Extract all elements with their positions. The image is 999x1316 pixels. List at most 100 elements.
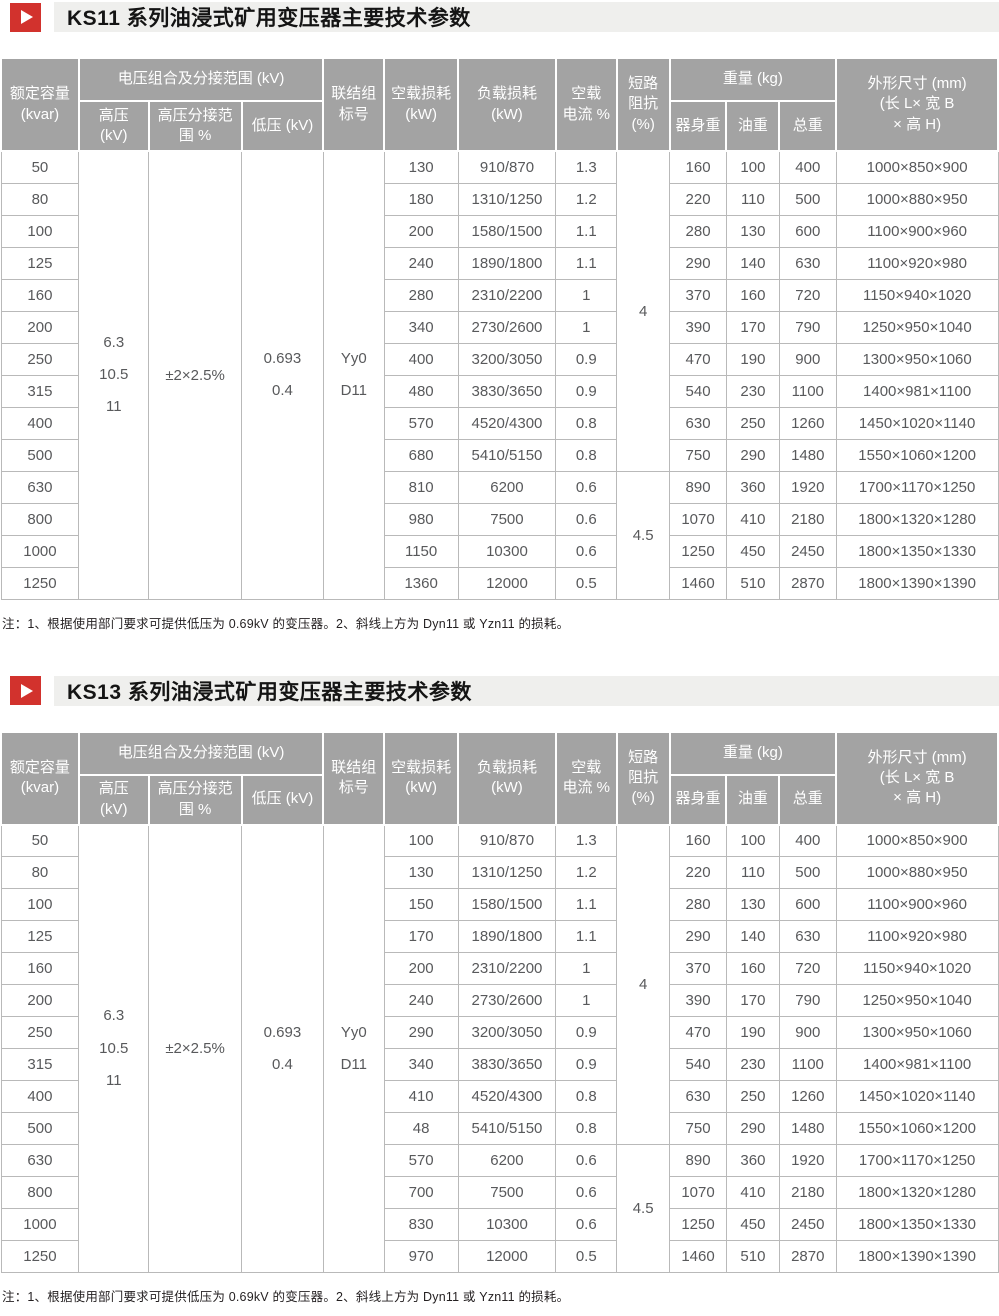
table-row: 100 150 1580/1500 1.1 280 130 600 1100×900×960	[0, 888, 999, 921]
ks13-title-bar: KS13 系列油浸式矿用变压器主要技术参数	[0, 675, 999, 706]
col-total-weight: 总重	[778, 773, 838, 826]
table-row: 800 980 7500 0.6 1070 410 2180 1800×1320×1280	[0, 502, 999, 536]
cell-dimensions: 1150×940×1020	[835, 278, 999, 312]
cell-load-loss: 4520/4300	[457, 406, 557, 440]
cell-no-load-loss: 150	[383, 888, 459, 921]
table-row: 315 480 3830/3650 0.9 540 230 1100 1400×981×110…	[0, 374, 999, 408]
cell-dimensions: 1100×900×960	[835, 214, 999, 248]
col-dimensions: 外形尺寸 (mm) (长 L× 宽 B × 高 H)	[835, 57, 999, 152]
cell-vector-group-merged: Yy0 D11	[322, 150, 385, 600]
cell-oil-weight: 130	[725, 214, 780, 248]
cell-dimensions: 1450×1020×1140	[835, 406, 999, 440]
cell-dimensions: 1100×900×960	[835, 888, 999, 921]
cell-total-weight: 720	[778, 278, 837, 312]
table-row: 1250 1360 12000 0.5 1460 510 2870 1800×1390×139…	[0, 566, 999, 600]
cell-load-loss: 3200/3050	[457, 1016, 557, 1049]
cell-no-load-current: 0.5	[555, 566, 618, 600]
section-title-ks13: KS13 系列油浸式矿用变压器主要技术参数	[67, 680, 472, 704]
ks11-section: KS11 系列油浸式矿用变压器主要技术参数 额定容量 (kvar) 电压组合及分接…	[0, 2, 999, 632]
spec-table: 额定容量 (kvar) 电压组合及分接范围 (kV) 联结组 标号 空载损耗 (kW)…	[0, 730, 999, 1273]
cell-total-weight: 2870	[778, 1240, 837, 1273]
cell-dimensions: 1800×1350×1330	[835, 534, 999, 568]
cell-capacity: 100	[0, 888, 80, 921]
table-row: 630 570 6200 0.6 4.5 890 360 1920 1700×1170×1250	[0, 1144, 999, 1273]
cell-oil-weight: 450	[725, 534, 780, 568]
cell-no-load-current: 1.1	[555, 246, 618, 280]
cell-oil-weight: 140	[725, 246, 780, 280]
cell-load-loss: 10300	[457, 1208, 557, 1241]
cell-capacity: 250	[0, 1016, 80, 1049]
cell-total-weight: 600	[778, 888, 837, 921]
cell-dimensions: 1100×920×980	[835, 920, 999, 953]
cell-no-load-current: 0.6	[555, 470, 618, 504]
cell-capacity: 1000	[0, 534, 80, 568]
col-total-weight: 总重	[778, 100, 838, 152]
cell-no-load-loss: 340	[383, 310, 459, 344]
cell-load-loss: 3830/3650	[457, 374, 557, 408]
col-hv: 高压 (kV)	[77, 100, 150, 152]
cell-no-load-loss: 200	[383, 952, 459, 985]
cell-capacity: 800	[0, 1176, 80, 1209]
cell-dimensions: 1800×1320×1280	[835, 1176, 999, 1209]
cell-oil-weight: 410	[725, 1176, 780, 1209]
cell-body-weight: 890	[669, 470, 727, 504]
cell-no-load-loss: 830	[383, 1208, 459, 1241]
cell-oil-weight: 110	[725, 182, 780, 216]
cell-no-load-current: 0.8	[555, 438, 618, 472]
cell-body-weight: 160	[669, 150, 727, 184]
cell-no-load-loss: 480	[383, 374, 459, 408]
cell-dimensions: 1550×1060×1200	[835, 438, 999, 472]
cell-load-loss: 910/870	[457, 150, 557, 184]
col-body-weight: 器身重	[668, 100, 728, 152]
cell-no-load-current: 1.1	[555, 920, 618, 953]
cell-no-load-current: 1.1	[555, 888, 618, 921]
cell-total-weight: 900	[778, 1016, 837, 1049]
cell-capacity: 200	[0, 984, 80, 1017]
cell-no-load-loss: 1360	[383, 566, 459, 600]
col-hv-tap-range: 高压分接范 围 %	[147, 773, 243, 826]
col-oil-weight: 油重	[725, 773, 781, 826]
cell-no-load-current: 1.3	[555, 824, 618, 857]
cell-capacity: 160	[0, 952, 80, 985]
cell-no-load-loss: 680	[383, 438, 459, 472]
table-row: 630 810 6200 0.6 4.5 890 360 1920 1700×1170×1250	[0, 470, 999, 600]
table-row: 800 700 7500 0.6 1070 410 2180 1800×1320×1280	[0, 1176, 999, 1209]
cell-capacity: 400	[0, 1080, 80, 1113]
cell-no-load-current: 1	[555, 310, 618, 344]
table-row: 50 6.3 10.5 11 ±2×2.5% 0.693 0.4 Yy0 D11 130 9…	[0, 150, 999, 600]
cell-body-weight: 290	[669, 246, 727, 280]
cell-capacity: 630	[0, 470, 80, 504]
table-row: 200 240 2730/2600 1 390 170 790 1250×950×1040	[0, 984, 999, 1017]
cell-body-weight: 1070	[669, 1176, 727, 1209]
title-strip: KS13 系列油浸式矿用变压器主要技术参数	[54, 675, 999, 706]
col-voltage-combination: 电压组合及分接范围 (kV)	[77, 57, 325, 102]
col-dimensions: 外形尺寸 (mm) (长 L× 宽 B × 高 H)	[835, 730, 999, 826]
cell-capacity: 80	[0, 182, 80, 216]
cell-dimensions: 1800×1320×1280	[835, 502, 999, 536]
table-row: 200 340 2730/2600 1 390 170 790 1250×950×1040	[0, 310, 999, 344]
cell-dimensions: 1450×1020×1140	[835, 1080, 999, 1113]
cell-load-loss: 1580/1500	[457, 214, 557, 248]
cell-oil-weight: 230	[725, 374, 780, 408]
cell-body-weight: 470	[669, 342, 727, 376]
cell-capacity: 125	[0, 920, 80, 953]
cell-no-load-loss: 340	[383, 1048, 459, 1081]
col-weight-group: 重量 (kg)	[668, 730, 838, 776]
cell-total-weight: 630	[778, 920, 837, 953]
cell-oil-weight: 100	[725, 150, 780, 184]
cell-no-load-current: 0.6	[555, 1144, 618, 1177]
cell-body-weight: 1460	[669, 1240, 727, 1273]
cell-no-load-current: 1.2	[555, 182, 618, 216]
cell-no-load-current: 0.8	[555, 1080, 618, 1113]
cell-body-weight: 390	[669, 984, 727, 1017]
ks13-spec-table-wrap: 额定容量 (kvar) 电压组合及分接范围 (kV) 联结组 标号 空载损耗 (kW)…	[0, 730, 999, 1273]
cell-no-load-current: 0.5	[555, 1240, 618, 1273]
table-row: 400 570 4520/4300 0.8 630 250 1260 1450×1020×11…	[0, 406, 999, 440]
cell-oil-weight: 510	[725, 1240, 780, 1273]
cell-dimensions: 1100×920×980	[835, 246, 999, 280]
table-row: 80 130 1310/1250 1.2 220 110 500 1000×880×950	[0, 856, 999, 889]
cell-hv-merged: 6.3 10.5 11	[78, 824, 150, 1273]
cell-no-load-current: 0.9	[555, 1048, 618, 1081]
cell-load-loss: 2730/2600	[457, 984, 557, 1017]
cell-load-loss: 10300	[457, 534, 557, 568]
